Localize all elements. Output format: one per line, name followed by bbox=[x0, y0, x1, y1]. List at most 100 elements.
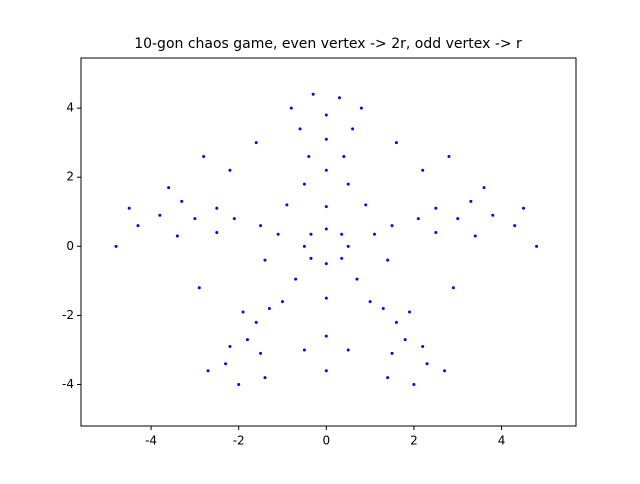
point bbox=[346, 348, 350, 352]
point bbox=[386, 258, 390, 262]
point bbox=[298, 127, 302, 131]
point bbox=[281, 300, 285, 304]
point bbox=[267, 307, 271, 311]
point bbox=[535, 244, 539, 248]
x-tick-label: 4 bbox=[498, 434, 506, 448]
point bbox=[346, 182, 350, 186]
point bbox=[136, 224, 140, 228]
y-tick-label: -4 bbox=[62, 377, 74, 391]
x-tick-label: 2 bbox=[410, 434, 418, 448]
point bbox=[202, 154, 206, 158]
point bbox=[289, 106, 293, 110]
point bbox=[340, 256, 344, 260]
point bbox=[324, 334, 328, 338]
point bbox=[368, 300, 372, 304]
y-tick-label: 0 bbox=[66, 239, 74, 253]
point bbox=[180, 199, 184, 203]
point bbox=[294, 277, 298, 281]
point bbox=[381, 307, 385, 311]
point bbox=[355, 277, 359, 281]
point bbox=[307, 154, 311, 158]
point bbox=[364, 203, 368, 207]
x-tick-label: 0 bbox=[322, 434, 330, 448]
point bbox=[259, 224, 263, 228]
point bbox=[241, 310, 245, 314]
point bbox=[340, 232, 344, 236]
point bbox=[254, 141, 258, 145]
point bbox=[342, 154, 346, 158]
point bbox=[309, 232, 313, 236]
point bbox=[513, 224, 517, 228]
point bbox=[324, 227, 328, 231]
point bbox=[456, 217, 460, 221]
y-tick-label: 4 bbox=[66, 101, 74, 115]
x-tick-label: -4 bbox=[145, 434, 157, 448]
point bbox=[302, 348, 306, 352]
point bbox=[167, 186, 171, 190]
point bbox=[324, 296, 328, 300]
point bbox=[237, 383, 241, 387]
point bbox=[324, 205, 328, 209]
point bbox=[469, 199, 473, 203]
point bbox=[245, 338, 249, 342]
point bbox=[254, 320, 258, 324]
point bbox=[390, 224, 394, 228]
point bbox=[372, 232, 376, 236]
point bbox=[206, 369, 210, 373]
point bbox=[285, 203, 289, 207]
point bbox=[224, 362, 228, 366]
point bbox=[434, 230, 438, 234]
point bbox=[421, 345, 425, 349]
point bbox=[324, 137, 328, 141]
point bbox=[309, 256, 313, 260]
point bbox=[443, 369, 447, 373]
point bbox=[491, 213, 495, 217]
point bbox=[451, 286, 455, 290]
point bbox=[359, 106, 363, 110]
point bbox=[447, 154, 451, 158]
point bbox=[337, 96, 341, 100]
point bbox=[324, 168, 328, 172]
point bbox=[521, 206, 525, 210]
point bbox=[158, 213, 162, 217]
point bbox=[276, 232, 280, 236]
point bbox=[482, 186, 486, 190]
y-tick-label: -2 bbox=[62, 308, 74, 322]
chart-title: 10-gon chaos game, even vertex -> 2r, od… bbox=[134, 36, 522, 52]
point bbox=[473, 234, 477, 238]
point bbox=[302, 182, 306, 186]
point bbox=[416, 217, 420, 221]
point bbox=[425, 362, 429, 366]
point bbox=[197, 286, 201, 290]
point bbox=[127, 206, 131, 210]
point bbox=[346, 244, 350, 248]
y-tick-label: 2 bbox=[66, 170, 74, 184]
point bbox=[394, 141, 398, 145]
point bbox=[421, 168, 425, 172]
point bbox=[193, 217, 197, 221]
point bbox=[324, 113, 328, 117]
point bbox=[324, 369, 328, 373]
point bbox=[232, 217, 236, 221]
plot-frame bbox=[80, 57, 577, 427]
point bbox=[215, 206, 219, 210]
point bbox=[228, 168, 232, 172]
point bbox=[390, 351, 394, 355]
point bbox=[263, 376, 267, 380]
point bbox=[114, 244, 118, 248]
point bbox=[324, 262, 328, 266]
point bbox=[175, 234, 179, 238]
point bbox=[228, 345, 232, 349]
point bbox=[311, 92, 315, 96]
point bbox=[434, 206, 438, 210]
point bbox=[351, 127, 355, 131]
x-tick-label: -2 bbox=[233, 434, 245, 448]
point bbox=[408, 310, 412, 314]
point bbox=[259, 351, 263, 355]
point bbox=[263, 258, 267, 262]
point bbox=[386, 376, 390, 380]
point bbox=[412, 383, 416, 387]
point bbox=[394, 320, 398, 324]
